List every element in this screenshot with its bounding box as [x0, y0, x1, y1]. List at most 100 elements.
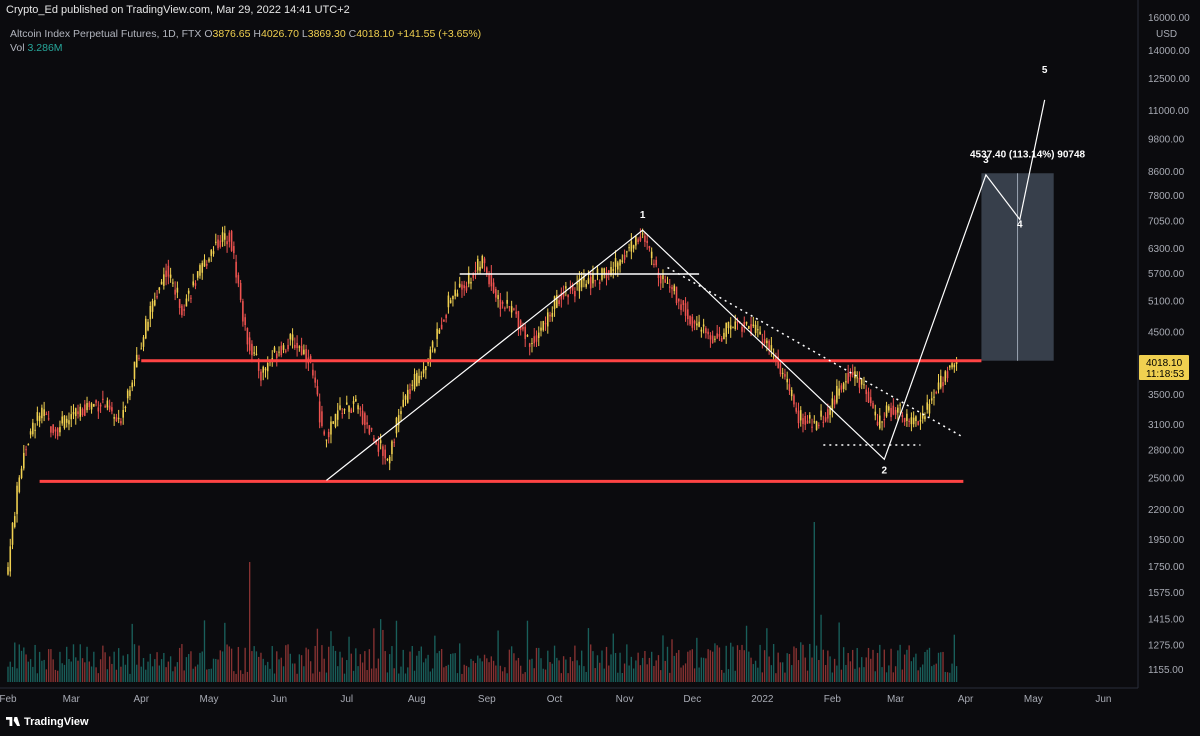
volume-bar	[578, 665, 581, 682]
volume-bar	[328, 646, 330, 682]
candle-body	[203, 259, 206, 267]
candle-body	[612, 269, 615, 271]
volume-bar	[486, 658, 488, 682]
volume-bar	[858, 667, 861, 682]
volume-bar	[890, 648, 892, 682]
candle-body	[587, 278, 590, 284]
tradingview-logo[interactable]: TradingView	[6, 716, 89, 728]
volume-bar	[312, 673, 314, 682]
symbol-title[interactable]: Altcoin Index Perpetual Futures, 1D, FTX	[10, 28, 202, 40]
volume-bar	[163, 652, 165, 682]
candle-body	[332, 421, 335, 424]
candle-body	[562, 292, 565, 297]
candle-body	[113, 417, 115, 419]
candle-body	[707, 331, 709, 335]
volume-bar	[447, 664, 450, 682]
volume-bar	[149, 653, 151, 682]
volume-bar	[915, 653, 917, 682]
candle-body	[750, 324, 752, 335]
volume-bar	[106, 669, 109, 682]
candle-body	[589, 276, 592, 289]
volume-value: 3.286M	[27, 42, 63, 54]
volume-bar	[594, 668, 596, 682]
candle-body	[102, 398, 104, 400]
volume-bar	[343, 673, 346, 682]
volume-bar	[795, 648, 797, 682]
price-tick-21: 1415.00	[1148, 615, 1185, 626]
candle-body	[953, 364, 956, 368]
ohlc-row: Altcoin Index Perpetual Futures, 1D, FTX…	[10, 27, 481, 41]
volume-bar	[375, 668, 377, 682]
candle-body	[483, 258, 486, 264]
volume-bar	[348, 636, 350, 682]
volume-bar	[411, 645, 413, 682]
volume-bar	[517, 657, 520, 682]
candle-body	[366, 422, 368, 425]
candle-body	[7, 567, 9, 575]
candle-body	[305, 349, 307, 361]
candle-body	[567, 294, 569, 298]
volume-bar	[470, 658, 472, 682]
candle-body	[86, 403, 88, 411]
candle-body	[452, 295, 454, 300]
volume-bar	[937, 652, 940, 682]
volume-bar	[892, 672, 895, 682]
volume-bar	[14, 642, 16, 682]
candle-body	[294, 344, 296, 348]
volume-bar	[867, 647, 870, 682]
wave-count-path[interactable]	[326, 99, 1046, 481]
candle-body	[251, 343, 253, 356]
volume-bar	[590, 644, 592, 682]
volume-bar	[508, 649, 511, 682]
time-axis[interactable]: Feb Mar Apr May Jun Jul Aug Sep Oct Nov Dec 2022 Feb…	[0, 694, 1111, 705]
volume-bar	[479, 658, 481, 682]
volume-bar	[278, 659, 280, 682]
candle-body	[666, 282, 669, 284]
candle-body	[628, 247, 630, 249]
volume-bar	[86, 646, 88, 682]
time-tick-8: Oct	[547, 694, 563, 705]
candle-body	[431, 341, 434, 348]
time-tick-14: Apr	[958, 694, 974, 705]
volume-bar	[88, 661, 90, 682]
candle-body	[108, 405, 111, 410]
candle-body	[384, 449, 386, 459]
volume-bar	[840, 669, 843, 682]
volume-bar	[951, 663, 953, 682]
candle-body	[34, 429, 36, 431]
candle-body	[698, 321, 700, 327]
price-axis[interactable]: 16000.00 14000.00 12500.00 11000.00 9800.00 8…	[1148, 13, 1190, 676]
volume-bar	[138, 645, 140, 682]
volume-bar	[102, 645, 104, 682]
volume-bar	[215, 658, 217, 682]
volume-bar	[235, 673, 237, 682]
candle-body	[537, 332, 540, 339]
volume-bar	[650, 651, 653, 682]
volume-bar	[129, 673, 131, 682]
time-tick-4: Jun	[271, 694, 287, 705]
volume-bar	[303, 666, 305, 682]
volume-bar	[786, 653, 788, 682]
candle-body	[641, 233, 644, 235]
candle-body	[851, 372, 854, 375]
candle-body	[420, 376, 423, 378]
volume-bar	[693, 668, 696, 682]
volume-bar	[560, 673, 563, 682]
symbol-legend[interactable]: Altcoin Index Perpetual Futures, 1D, FTX…	[10, 27, 481, 55]
volume-bar	[919, 667, 922, 682]
volume-bar	[325, 672, 328, 682]
candle-body	[341, 413, 344, 415]
volume-bar	[104, 652, 106, 682]
candle-body	[492, 282, 495, 293]
candle-body	[163, 274, 165, 286]
volume-bar	[43, 659, 45, 682]
volume-bar	[623, 663, 626, 682]
candle-body	[729, 325, 732, 330]
volume-bar	[285, 645, 287, 682]
volume-bar	[393, 668, 395, 682]
candle-body	[754, 324, 757, 334]
candle-body	[623, 254, 626, 260]
volume-bar	[854, 668, 856, 682]
candle-body	[955, 360, 958, 364]
